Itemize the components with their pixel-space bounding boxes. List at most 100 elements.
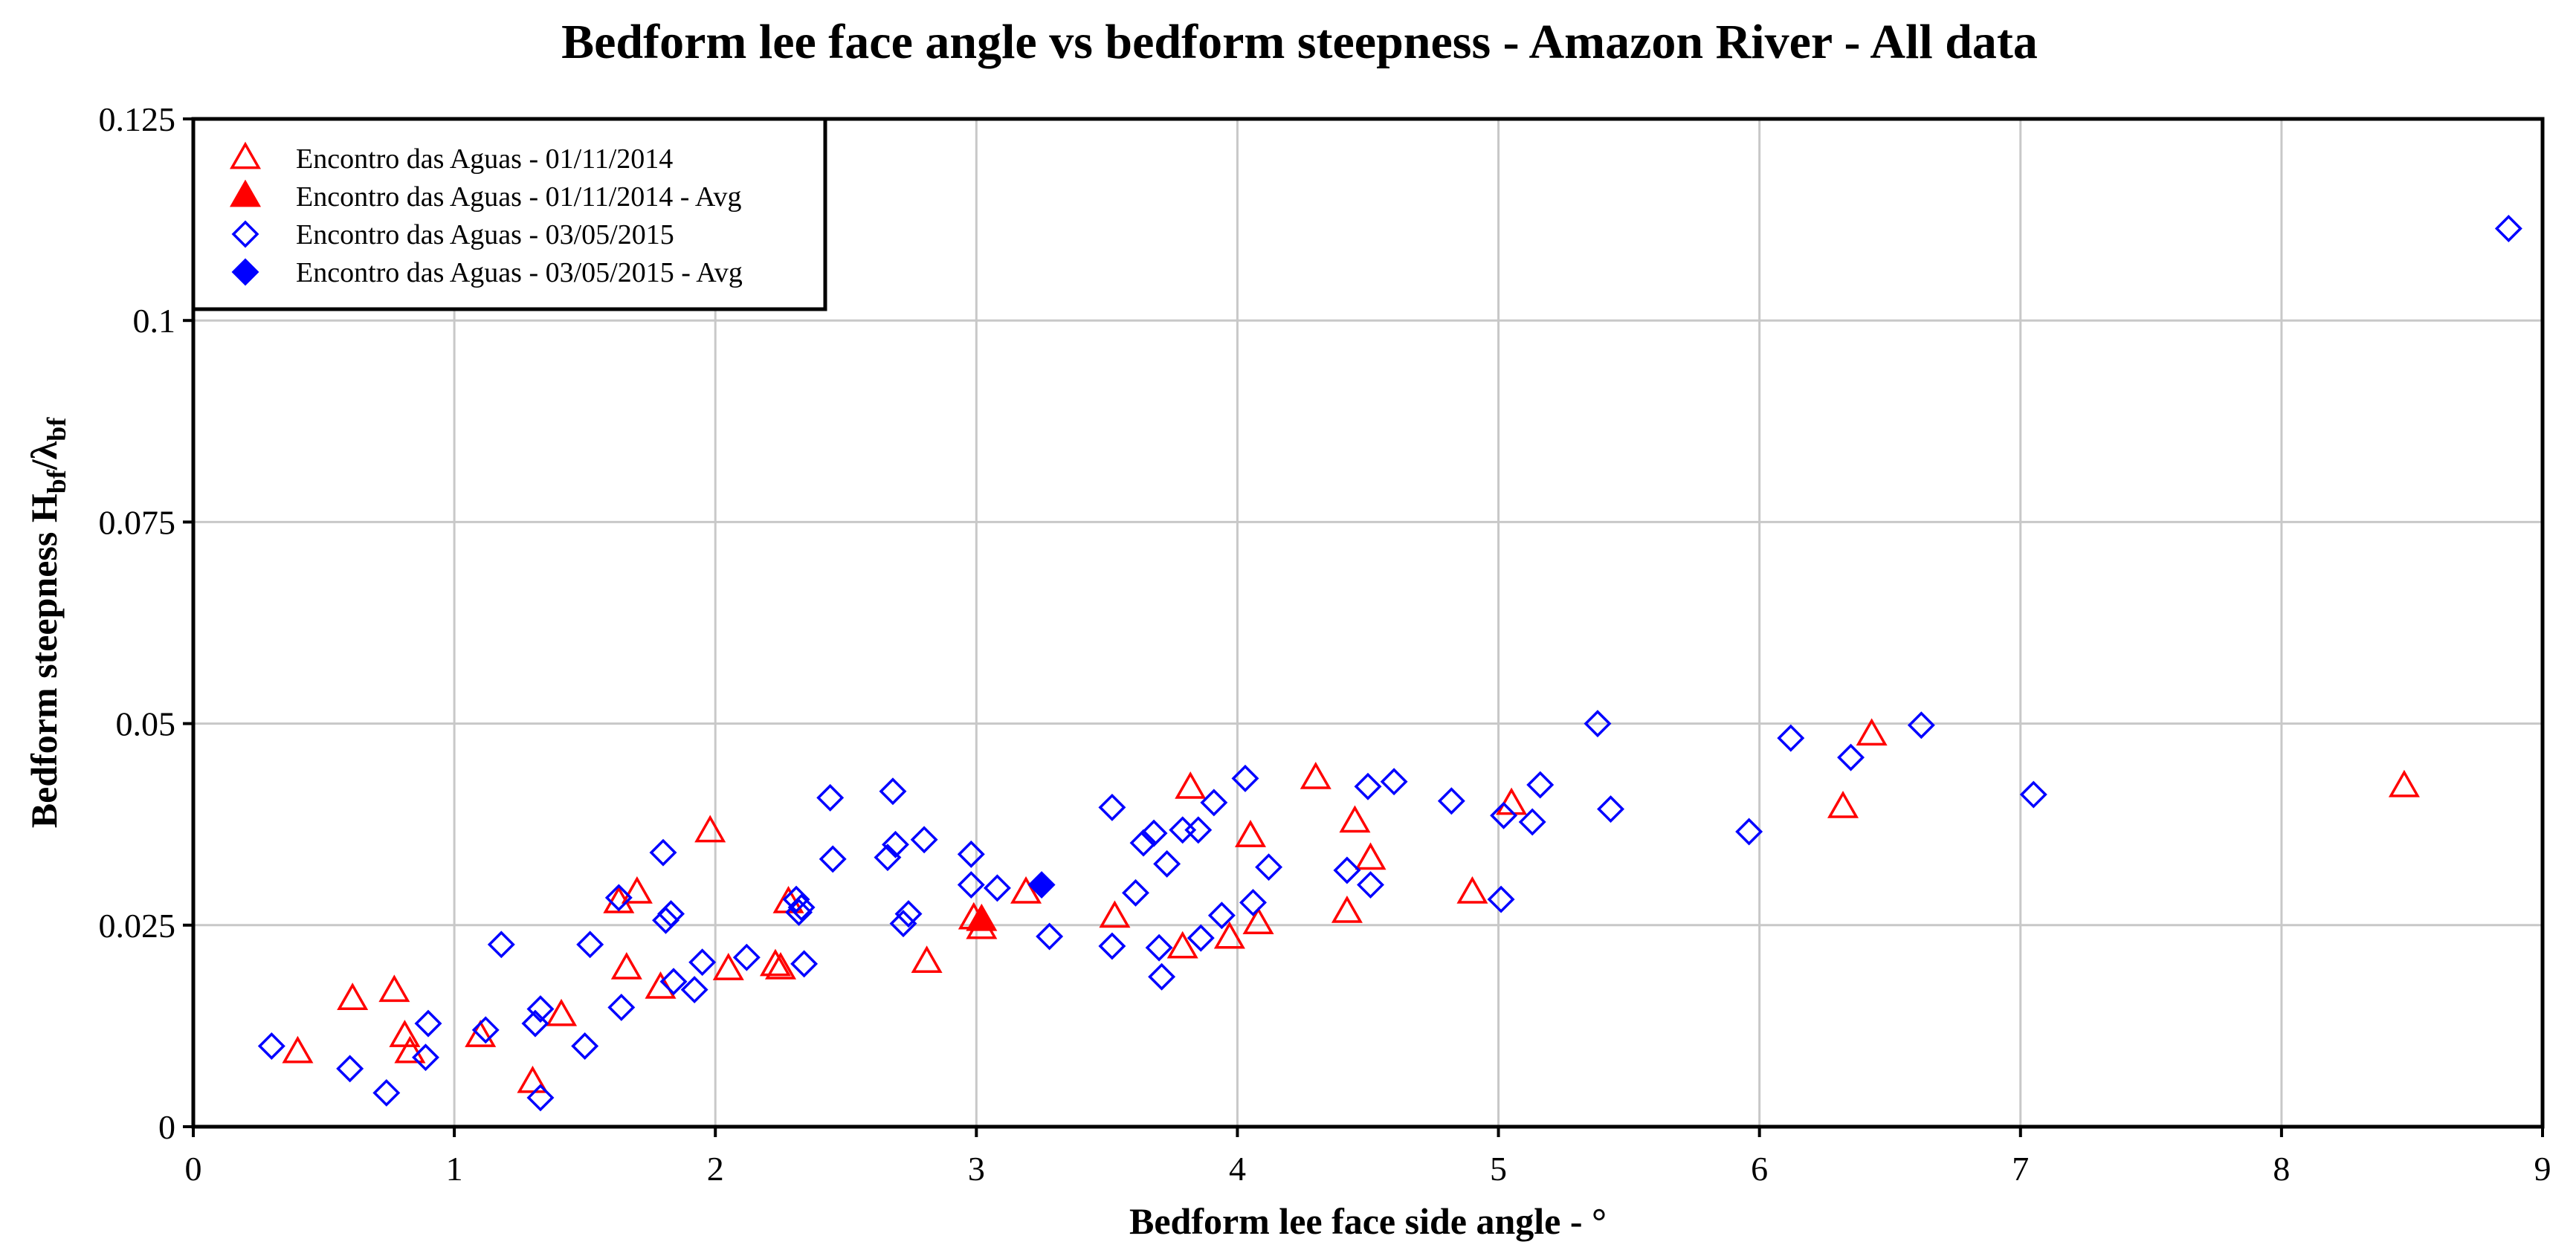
y-axis-ticks: 0 0.025 0.05 0.075 0.1 0.125 [99, 100, 193, 1146]
x-tick-label: 3 [968, 1150, 985, 1188]
data-point-series-1 [645, 971, 677, 999]
y-tick-label: 0.075 [99, 503, 176, 541]
data-point-series-3 [1129, 829, 1158, 857]
data-point-series-3 [649, 838, 677, 867]
data-point-series-3 [1777, 724, 1805, 752]
data-point-series-1 [911, 945, 943, 974]
data-point-series-3 [1140, 819, 1168, 847]
data-point-series-3 [1036, 922, 1064, 951]
y-axis-title: Bedform steepness Hbf/λbf [23, 417, 71, 828]
data-point-series-1 [1234, 820, 1267, 847]
data-point-series-3 [414, 1009, 442, 1038]
data-point-series-1 [1166, 931, 1198, 959]
chart-title: Bedform lee face angle vs bedform steepn… [561, 15, 2038, 69]
data-points [257, 215, 2522, 1112]
data-point-series-1 [1827, 790, 1859, 818]
data-point-series-3 [879, 777, 907, 806]
data-point-series-3 [1735, 818, 1763, 846]
data-point-series-2 [966, 903, 998, 931]
data-point-series-3 [1098, 793, 1126, 821]
legend-box [191, 117, 827, 311]
data-point-series-1 [1496, 787, 1528, 815]
y-tick-label: 0 [158, 1108, 175, 1146]
data-point-series-3 [957, 840, 985, 868]
data-point-series-3 [1584, 710, 1612, 738]
data-point-series-3 [1200, 789, 1228, 817]
data-point-series-1 [1355, 842, 1387, 870]
data-point-series-3 [1231, 764, 1259, 792]
data-point-series-3 [957, 871, 985, 899]
data-point-series-3 [910, 826, 938, 854]
data-point-series-3 [487, 931, 515, 959]
data-point-series-3 [336, 1055, 364, 1083]
data-point-series-3 [1098, 932, 1126, 960]
data-point-series-3 [1187, 924, 1215, 952]
data-point-series-1 [378, 974, 410, 1003]
y-axis-title-slash: /λ [23, 441, 65, 470]
x-axis-title: Bedform lee face side angle - ° [1129, 1200, 1607, 1242]
y-tick-label: 0.1 [133, 302, 176, 340]
data-point-series-3 [787, 893, 816, 922]
data-point-series-1 [1331, 896, 1363, 923]
x-tick-label: 8 [2273, 1150, 2290, 1188]
data-point-series-1 [1242, 907, 1274, 934]
data-point-series-3 [816, 783, 845, 812]
data-point-series-3 [1148, 962, 1176, 991]
data-point-series-3 [1255, 853, 1283, 881]
y-axis-title-sub2: bf [42, 417, 71, 441]
x-tick-label: 5 [1490, 1150, 1507, 1188]
data-point-series-3 [1333, 856, 1361, 884]
data-point-series-3 [2019, 780, 2047, 809]
data-point-series-3 [889, 910, 917, 938]
data-point-series-1 [282, 1035, 314, 1064]
data-point-series-3 [1122, 878, 1149, 907]
data-point-series-3 [874, 844, 902, 872]
data-point-series-4 [1027, 871, 1056, 899]
data-point-series-3 [571, 1032, 599, 1060]
y-tick-label: 0.125 [99, 100, 176, 138]
x-tick-label: 6 [1751, 1150, 1768, 1188]
data-point-series-3 [1487, 885, 1515, 913]
data-point-series-3 [576, 931, 604, 959]
data-point-series-1 [546, 998, 578, 1026]
data-point-series-3 [2494, 215, 2522, 243]
data-point-series-3 [732, 943, 761, 971]
x-tick-label: 0 [185, 1150, 202, 1188]
data-point-series-1 [1175, 771, 1207, 799]
data-point-series-3 [1184, 816, 1213, 844]
data-point-series-3 [1207, 902, 1236, 930]
x-tick-label: 4 [1229, 1150, 1246, 1188]
data-point-series-3 [1169, 816, 1197, 844]
data-point-series-3 [1597, 795, 1625, 823]
x-tick-label: 9 [2534, 1150, 2551, 1188]
legend-marker-2 [229, 179, 262, 207]
data-point-series-3 [659, 968, 688, 996]
data-point-series-1 [1213, 921, 1245, 949]
data-point-series-1 [1099, 900, 1131, 928]
data-point-series-3 [657, 900, 685, 928]
data-point-series-1 [1300, 761, 1331, 789]
data-point-series-3 [1145, 933, 1173, 962]
data-point-series-3 [894, 900, 923, 928]
data-point-series-3 [1837, 743, 1865, 771]
data-point-series-3 [1153, 849, 1181, 878]
data-point-series-1 [621, 876, 653, 904]
data-point-series-3 [983, 874, 1011, 902]
data-point-series-1 [712, 953, 744, 980]
data-point-series-1 [1456, 876, 1488, 904]
data-point-series-3 [688, 948, 717, 977]
data-point-series-3 [790, 950, 819, 978]
x-tick-label: 7 [2012, 1150, 2029, 1188]
data-point-series-3 [412, 1043, 439, 1072]
data-point-series-3 [1380, 768, 1408, 796]
plot-frame [191, 117, 2545, 1129]
legend: Encontro das Aguas - 01/11/2014 Encontro … [191, 117, 827, 311]
data-point-series-3 [372, 1078, 401, 1107]
data-point-series-1 [337, 983, 369, 1010]
legend-label-2: Encontro das Aguas - 01/11/2014 - Avg [296, 181, 741, 213]
data-point-series-1 [764, 951, 797, 980]
data-point-series-3 [782, 885, 810, 913]
gridlines [193, 119, 2543, 1127]
data-point-series-3 [526, 1084, 555, 1112]
legend-label-1: Encontro das Aguas - 01/11/2014 [296, 143, 673, 175]
